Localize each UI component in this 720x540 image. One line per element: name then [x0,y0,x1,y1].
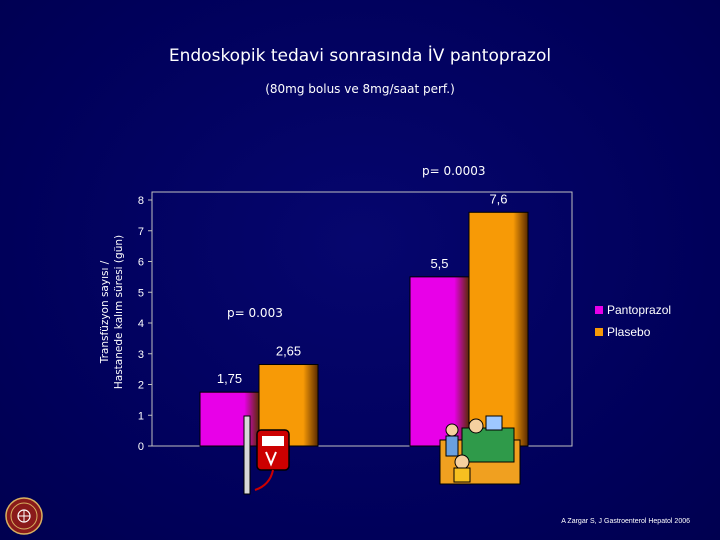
slide-subtitle: (80mg bolus ve 8mg/saat perf.) [265,82,455,96]
hospital-bed-illustration [439,415,521,485]
p-value-middle: p= 0.003 [227,306,283,320]
y-tick-label: 4 [138,318,144,330]
data-label-pantoprazol-2: 5,5 [430,256,448,271]
reference-citation: A Zargar S, J Gastroenterol Hepatol 2006 [561,518,690,525]
y-tick-label: 2 [138,380,144,392]
y-tick-label: 7 [138,226,144,238]
y-tick-label: 5 [138,287,144,299]
legend-swatch-pantoprazol [595,306,603,314]
data-label-plasebo-2: 7,6 [489,191,507,206]
bar-plasebo-2 [468,211,529,447]
p-value-top: p= 0.0003 [422,164,486,178]
y-tick-label: 8 [138,195,144,207]
slide-title: Endoskopik tedavi sonrasında İV pantopra… [168,46,552,66]
y-tick-label: 3 [138,349,144,361]
legend-label-plasebo: Plasebo [607,325,651,339]
bar-pantoprazol-2 [409,276,470,447]
data-label-pantoprazol-1: 1,75 [217,371,242,386]
y-tick-label: 0 [138,441,144,453]
legend-swatch-plasebo [595,328,603,336]
y-tick-label: 6 [138,257,144,269]
university-seal-logo [5,497,43,535]
legend-label-pantoprazol: Pantoprazol [607,303,671,317]
plot-area-frame [151,191,573,447]
data-label-plasebo-1: 2,65 [276,344,301,359]
y-tick-label: 1 [138,410,144,422]
iv-blood-bag-illustration [243,415,290,495]
